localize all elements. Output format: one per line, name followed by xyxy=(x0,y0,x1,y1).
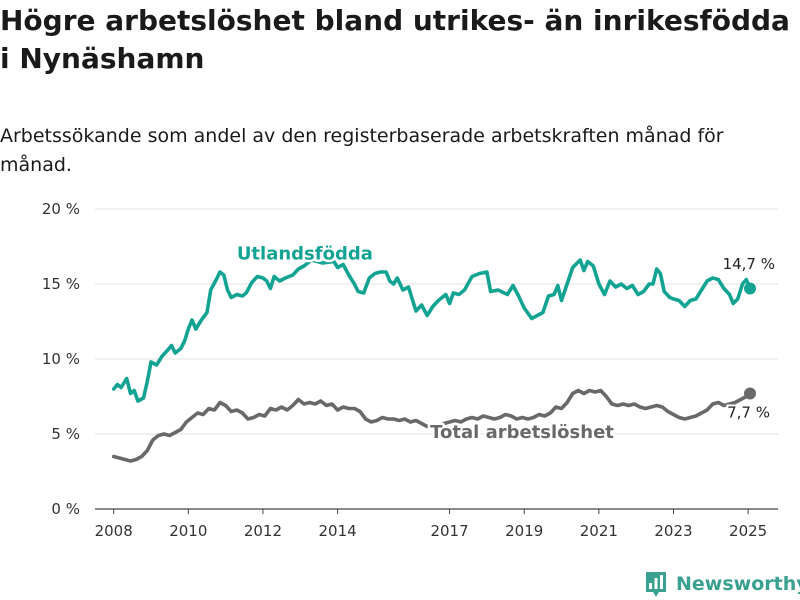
y-tick-label: 0 % xyxy=(51,500,80,518)
utlandsfodda-end-point xyxy=(744,282,757,295)
series-label-total-arbetsloshet: Total arbetslöshet xyxy=(430,422,614,443)
series xyxy=(111,258,757,463)
y-tick-label: 10 % xyxy=(42,350,80,368)
x-tick-label: 2025 xyxy=(729,522,767,540)
x-tick-label: 2014 xyxy=(319,522,357,540)
end-value-label-utlandsfodda: 14,7 % xyxy=(723,255,775,273)
x-tick-label: 2008 xyxy=(95,522,133,540)
x-tick-label: 2010 xyxy=(169,522,207,540)
end-value-label-total: 7,7 % xyxy=(727,404,770,422)
x-tick-label: 2017 xyxy=(430,522,468,540)
grid xyxy=(95,208,778,510)
x-tick-label: 2021 xyxy=(580,522,618,540)
series-label-utlandsfodda: Utlandsfödda xyxy=(237,243,373,264)
y-tick-label: 5 % xyxy=(51,425,80,443)
x-tick-label: 2019 xyxy=(505,522,543,540)
y-tick-label: 15 % xyxy=(42,275,80,293)
x-tick-label: 2012 xyxy=(244,522,282,540)
x-tick-label: 2023 xyxy=(654,522,692,540)
y-tick-label: 20 % xyxy=(42,200,80,218)
axes: 0 % 5 % 10 % 15 % 20 % 2008 2010 2012 2014 2017 20… xyxy=(42,200,767,540)
chart-title: Högre arbetslöshet bland utrikes- än inr… xyxy=(0,4,790,75)
total-arbetsloshet-line xyxy=(111,388,752,463)
total-arbetsloshet-end-point xyxy=(744,387,757,400)
bar-chart-logo-icon xyxy=(646,572,666,597)
brand-logo: Newsworthy xyxy=(644,569,800,599)
utlandsfodda-line xyxy=(111,258,752,403)
brand-name: Newsworthy xyxy=(676,573,800,595)
series-labels: Utlandsfödda Total arbetslöshet 14,7 % 7,7 … xyxy=(234,241,777,446)
chart-subtitle: Arbetssökande som andel av den registerb… xyxy=(0,125,724,176)
